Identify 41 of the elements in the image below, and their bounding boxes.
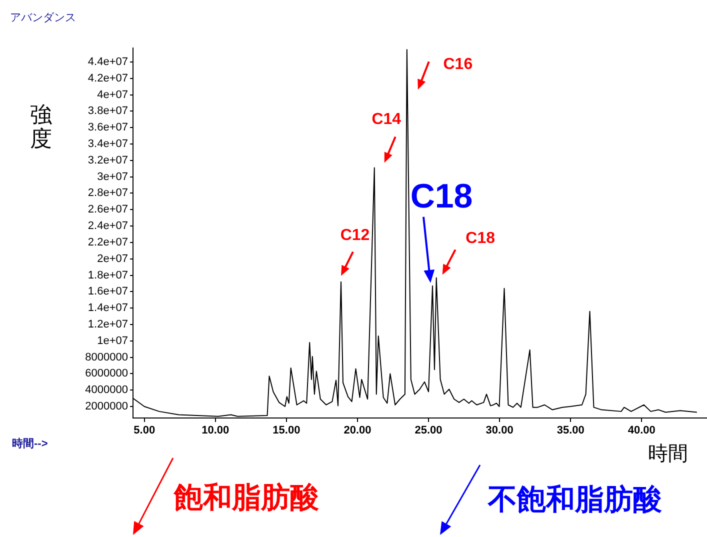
y-tick-label: 2000000 bbox=[85, 400, 128, 413]
y-tick-label: 6000000 bbox=[85, 368, 128, 380]
y-tick-label: 3e+07 bbox=[97, 170, 128, 183]
y-tick-label: 3.2e+07 bbox=[88, 154, 128, 166]
x-tick-label: 20.00 bbox=[344, 424, 372, 437]
y-tick-label: 1e+07 bbox=[97, 334, 128, 347]
annotation: C18 bbox=[466, 230, 496, 248]
x-tick-label: 35.00 bbox=[556, 424, 584, 437]
text: 時間--> bbox=[12, 436, 48, 451]
y-tick-label: 1.8e+07 bbox=[88, 269, 128, 282]
y-tick-label: 4000000 bbox=[85, 384, 128, 396]
y-tick-label: 2.4e+07 bbox=[88, 220, 128, 232]
y-tick-label: 2e+07 bbox=[97, 252, 128, 265]
text: 飽和脂肪酸 bbox=[174, 481, 319, 516]
y-tick-label: 1.6e+07 bbox=[88, 286, 128, 298]
y-tick-label: 2.8e+07 bbox=[88, 187, 128, 200]
y-tick-label: 4e+07 bbox=[97, 88, 128, 101]
x-tick-label: 10.00 bbox=[202, 424, 230, 437]
x-tick-label: 5.00 bbox=[134, 424, 156, 437]
text: 不飽和脂肪酸 bbox=[488, 483, 662, 518]
x-tick-label: 25.00 bbox=[414, 424, 442, 437]
y-tick-label: 4.4e+07 bbox=[88, 56, 128, 68]
annotation: C18 bbox=[410, 177, 473, 216]
annotation: C12 bbox=[340, 227, 370, 244]
y-tick-label: 1.4e+07 bbox=[88, 302, 128, 314]
x-tick-label: 15.00 bbox=[272, 424, 300, 437]
y-tick-label: 3.4e+07 bbox=[88, 138, 128, 150]
y-tick-label: 2.2e+07 bbox=[88, 236, 128, 248]
y-tick-label: 3.8e+07 bbox=[88, 105, 128, 118]
annotation: C14 bbox=[372, 111, 402, 128]
text: アバンダンス bbox=[10, 11, 76, 25]
y-axis-title: 強度 bbox=[29, 102, 53, 152]
y-tick-label: 1.2e+07 bbox=[88, 318, 128, 331]
annotation: C16 bbox=[443, 56, 473, 74]
y-tick-label: 8000000 bbox=[85, 351, 128, 364]
y-tick-label: 2.6e+07 bbox=[88, 204, 128, 216]
x-axis-title: 時間 bbox=[648, 442, 688, 467]
x-tick-label: 40.00 bbox=[628, 424, 656, 437]
y-tick-label: 4.2e+07 bbox=[88, 72, 128, 84]
y-tick-label: 3.6e+07 bbox=[88, 122, 128, 134]
x-tick-label: 30.00 bbox=[486, 424, 514, 437]
